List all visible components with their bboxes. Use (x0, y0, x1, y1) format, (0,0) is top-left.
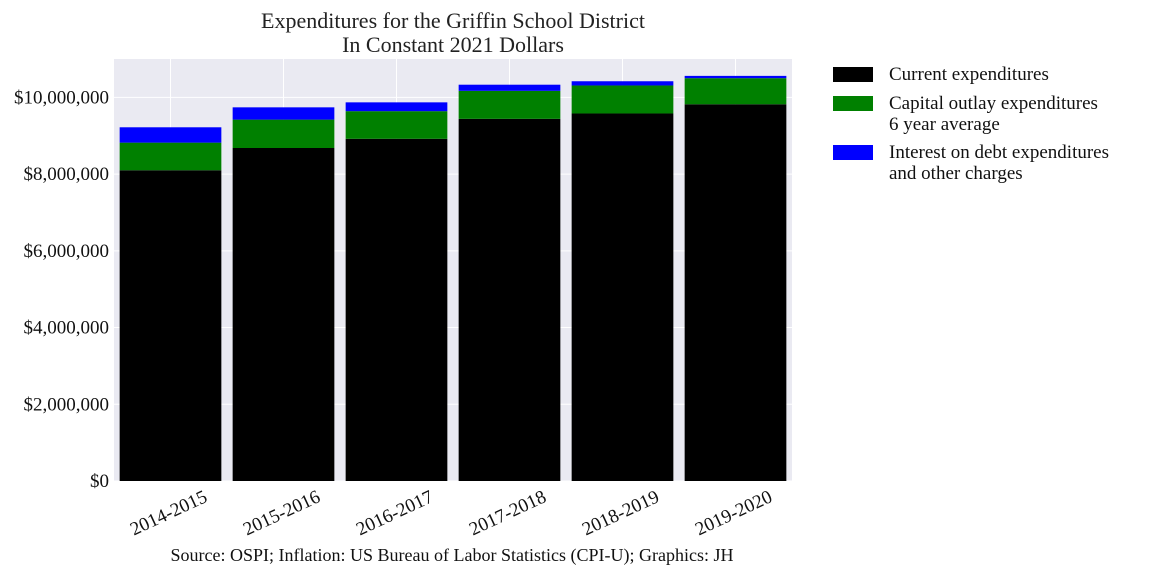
plot-area (114, 59, 792, 481)
x-tick-label: 2019-2020 (692, 486, 775, 540)
x-tick-label: 2015-2016 (240, 486, 323, 540)
bar-2019-2020-series-2 (684, 78, 787, 105)
title-line-1: Expenditures for the Griffin School Dist… (261, 8, 645, 33)
bar-2015-2016-series-2 (232, 119, 335, 149)
bar-2019-2020-series-1 (684, 104, 787, 481)
legend-swatch-2 (833, 96, 873, 111)
bar-2015-2016-series-3 (232, 107, 335, 120)
legend: Current expenditures Capital outlay expen… (833, 64, 1109, 184)
bar-2015-2016-series-1 (232, 148, 335, 481)
legend-label-2: Capital outlay expenditures (889, 93, 1098, 114)
x-tick-label: 2016-2017 (353, 486, 436, 540)
x-tick-label: 2017-2018 (466, 486, 549, 540)
x-axis-ticks: 2014-2015 2015-2016 2016-2017 2017-2018 2018… (127, 486, 775, 540)
y-axis-ticks: $0 $2,000,000 $4,000,000 $6,000,000 $8,000,0… (14, 87, 109, 492)
legend-label-3: Interest on debt expenditures (889, 142, 1109, 163)
bar-2014-2015-series-1 (119, 170, 222, 481)
y-tick-label: $6,000,000 (24, 241, 110, 262)
legend-label-2: 6 year average (889, 114, 1000, 135)
legend-swatch-1 (833, 67, 873, 82)
legend-label-1: Current expenditures (889, 64, 1049, 85)
bar-2017-2018-series-1 (458, 118, 561, 481)
bar-2016-2017-series-3 (345, 102, 448, 112)
bar-2019-2020-series-3 (684, 75, 787, 79)
title-line-2: In Constant 2021 Dollars (342, 32, 564, 57)
chart-title: Expenditures for the Griffin School Dist… (261, 8, 645, 57)
x-tick-label: 2018-2019 (579, 486, 662, 540)
bar-2016-2017-series-1 (345, 138, 448, 481)
y-tick-label: $0 (90, 471, 109, 492)
bar-2014-2015-series-3 (119, 127, 222, 143)
y-tick-label: $8,000,000 (24, 164, 110, 185)
bar-2017-2018-series-2 (458, 90, 561, 119)
source-note: Source: OSPI; Inflation: US Bureau of La… (171, 545, 734, 566)
bar-2018-2019-series-2 (571, 85, 674, 114)
y-tick-label: $10,000,000 (14, 87, 109, 108)
bar-2014-2015-series-2 (119, 142, 222, 171)
y-tick-label: $2,000,000 (24, 394, 110, 415)
bar-2017-2018-series-3 (458, 84, 561, 91)
bar-2018-2019-series-1 (571, 113, 674, 481)
legend-swatch-3 (833, 145, 873, 160)
legend-label-3: and other charges (889, 163, 1023, 184)
x-tick-label: 2014-2015 (127, 486, 210, 540)
y-tick-label: $4,000,000 (24, 318, 110, 339)
bar-2016-2017-series-2 (345, 111, 448, 139)
bars (119, 75, 787, 481)
bar-2018-2019-series-3 (571, 81, 674, 86)
